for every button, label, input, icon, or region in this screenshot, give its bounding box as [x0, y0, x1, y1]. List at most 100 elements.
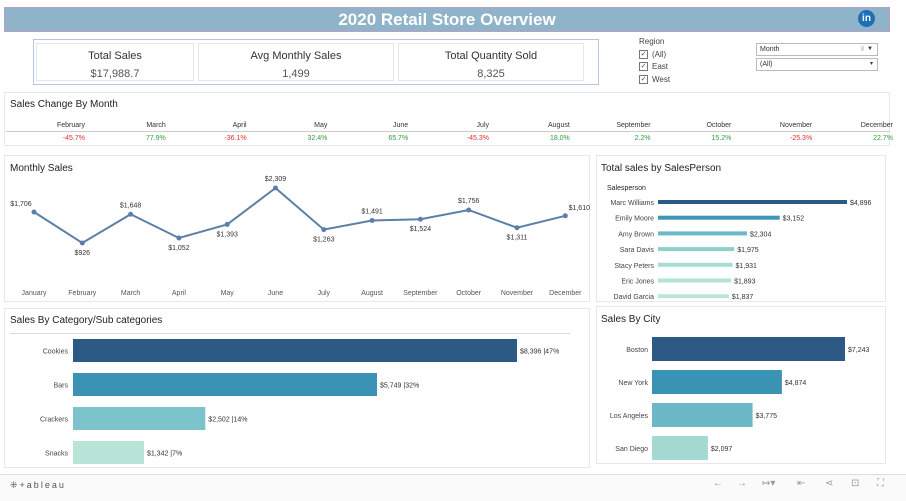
- bar-value-label: $3,152: [783, 216, 805, 223]
- revert-icon[interactable]: ↦▾: [762, 478, 776, 489]
- comment-icon[interactable]: ⊡: [851, 478, 860, 489]
- kpi-value: $17,988.7: [90, 68, 140, 80]
- category-label: Bars: [54, 383, 69, 390]
- category-title: Sales By Category/Sub categories: [10, 315, 163, 326]
- share-icon[interactable]: ⋖: [825, 478, 834, 489]
- data-label: $1,491: [361, 209, 383, 216]
- x-tick-label: October: [456, 290, 482, 297]
- sales-change-title: Sales Change By Month: [10, 99, 118, 110]
- x-tick-label: June: [268, 290, 283, 297]
- bar: [658, 231, 747, 236]
- data-point: [273, 185, 278, 191]
- category-label: Snacks: [45, 451, 68, 458]
- x-tick-label: November: [501, 290, 534, 297]
- month-label: December: [860, 122, 893, 129]
- data-label: $1,311: [507, 235, 528, 242]
- undo-icon[interactable]: ←: [713, 478, 723, 489]
- bar: [652, 370, 782, 394]
- change-value: 18.0%: [549, 135, 570, 142]
- bar-value-label: $2,097: [711, 446, 733, 453]
- data-point: [31, 209, 37, 215]
- bar-value-label: $2,502 |14%: [208, 417, 247, 424]
- category-label: Boston: [626, 347, 648, 354]
- bar-value-label: $1,893: [734, 279, 756, 286]
- category-label: Stacy Peters: [614, 263, 654, 270]
- month-label: March: [146, 122, 166, 129]
- title-banner: [4, 7, 890, 32]
- back-icon[interactable]: ⇤: [797, 478, 806, 489]
- change-value: 77.9%: [145, 135, 166, 142]
- x-tick-label: August: [361, 290, 383, 297]
- redo-icon[interactable]: →: [737, 478, 747, 489]
- x-tick-label: December: [549, 290, 582, 297]
- data-label: $1,524: [410, 226, 432, 233]
- bar-value-label: $4,896: [850, 200, 872, 207]
- kpi-total-sales: Total Sales $17,988.7: [36, 43, 194, 81]
- sales-change-panel: Sales Change By Month February -45.7% Marc…: [4, 92, 893, 146]
- change-value: 65.7%: [388, 135, 409, 142]
- monthly-sales-panel: Monthly Sales $1,706 $926 $1,648 $1,052 $1,3…: [4, 155, 590, 302]
- tableau-logo[interactable]: ⁜+ableau: [10, 480, 66, 490]
- city-title: Sales By City: [601, 314, 661, 325]
- bar: [658, 294, 729, 299]
- bar-value-label: $5,749 |32%: [380, 383, 419, 390]
- bar-value-label: $1,837: [732, 294, 754, 301]
- kpi-label: Avg Monthly Sales: [250, 50, 342, 62]
- checkbox-checked-icon[interactable]: ✓: [639, 49, 648, 59]
- filter-icon[interactable]: ⊽: [859, 46, 865, 53]
- monthly-sales-title: Monthly Sales: [10, 163, 73, 174]
- region-option-west[interactable]: ✓ West: [639, 74, 671, 84]
- category-label: Eric Jones: [621, 279, 654, 286]
- page-title: 2020 Retail Store Overview: [338, 10, 556, 29]
- data-label: $2,309: [265, 176, 287, 183]
- checkbox-checked-icon[interactable]: ✓: [639, 62, 648, 72]
- change-value: 32.4%: [307, 135, 328, 142]
- category-label: Los Angeles: [610, 413, 649, 420]
- data-point: [369, 218, 375, 224]
- kpi-value: 8,325: [477, 68, 505, 80]
- fullscreen-icon[interactable]: ⛶: [877, 478, 884, 489]
- month-label: May: [314, 122, 328, 129]
- region-filter-title: Region: [639, 37, 665, 46]
- data-point: [224, 221, 230, 227]
- change-value: -45.7%: [62, 135, 85, 142]
- bar-value-label: $1,342 |7%: [147, 451, 182, 458]
- bar: [658, 262, 733, 267]
- chevron-down-icon[interactable]: ▾: [869, 61, 873, 67]
- region-option-all[interactable]: ✓ (All): [639, 49, 667, 59]
- category-label: Crackers: [40, 417, 69, 424]
- category-panel: Sales By Category/Sub categories Cookies…: [4, 308, 590, 468]
- checkbox-checked-icon[interactable]: ✓: [639, 74, 648, 84]
- region-option-east[interactable]: ✓ East: [639, 62, 669, 72]
- bar: [658, 200, 847, 204]
- bar: [658, 278, 732, 283]
- dropdown-arrow-icon[interactable]: ▼: [867, 46, 873, 52]
- month-label: September: [616, 122, 651, 129]
- month-filter-header[interactable]: Month ⊽ ▼: [756, 43, 878, 56]
- monthly-sales-chart: $1,706 $926 $1,648 $1,052 $1,393 $2,309 $1,263…: [10, 176, 590, 297]
- category-label: Emily Moore: [615, 216, 654, 223]
- x-tick-label: May: [221, 290, 235, 297]
- data-point: [79, 240, 85, 246]
- region-filter: Region ✓ (All) ✓ East ✓ West: [639, 37, 670, 86]
- sales-line: [33, 186, 566, 245]
- data-point: [466, 207, 472, 213]
- kpi-value: 1,499: [282, 68, 310, 80]
- data-label: $1,648: [120, 202, 142, 209]
- linkedin-icon[interactable]: in: [858, 10, 875, 27]
- change-value: 22.7%: [873, 135, 893, 142]
- x-tick-label: July: [318, 290, 331, 297]
- month-label: November: [779, 122, 813, 129]
- bar-value-label: $3,775: [756, 413, 778, 420]
- city-panel: Sales By City Boston $7,243 New York $4,874…: [596, 306, 886, 464]
- bar-value-label: $8,396 |47%: [520, 349, 559, 356]
- salesperson-panel: Total sales by SalesPerson Salesperson M…: [596, 155, 886, 302]
- kpi-label: Total Quantity Sold: [444, 50, 538, 62]
- change-value: 15.2%: [711, 135, 732, 142]
- bar-value-label: $2,304: [750, 231, 772, 238]
- data-point: [176, 235, 182, 241]
- tableau-cross-icon: ⁜: [10, 480, 20, 490]
- month-select[interactable]: (All) ▾: [756, 58, 878, 71]
- category-label: Amy Brown: [618, 231, 654, 238]
- bar: [73, 441, 144, 464]
